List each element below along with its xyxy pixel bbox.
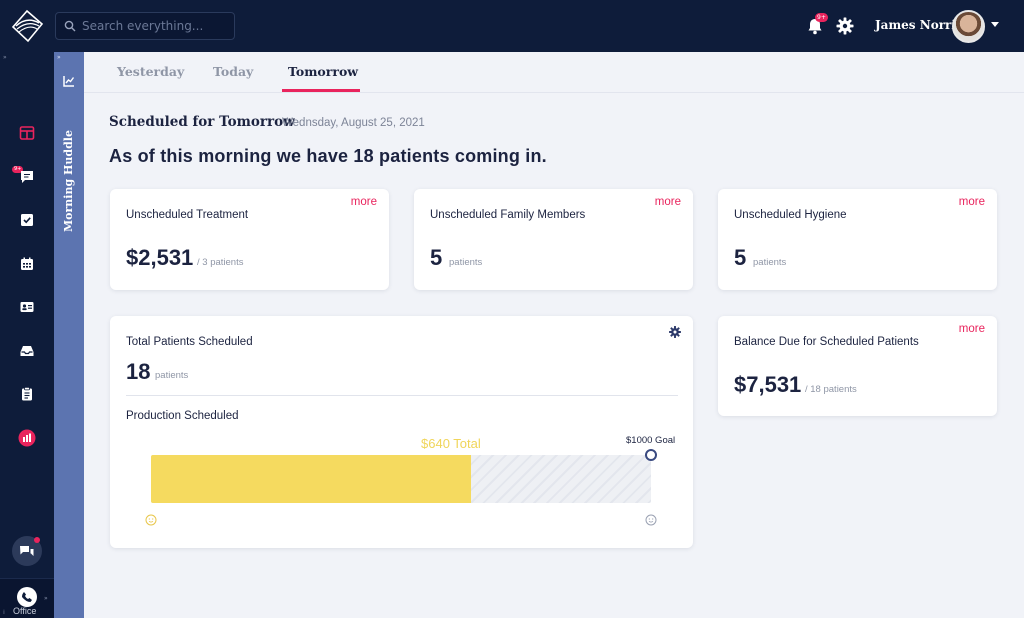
smile-icon [645,514,657,526]
more-link[interactable]: more [350,196,377,208]
phone-icon[interactable] [17,587,37,607]
tab-tomorrow[interactable]: Tomorrow [288,64,359,79]
schedule-date: Wednsday, August 25, 2021 [282,117,425,129]
clipboard-icon[interactable] [17,384,37,404]
production-goal-label: $1000 Goal [626,435,676,446]
card-subvalue: patients [753,257,787,268]
page-title: Scheduled for Tomorrow [109,114,295,130]
more-link[interactable]: more [958,323,985,335]
office-label: Office [13,606,37,616]
card-value: $7,531 [734,372,802,397]
office-status-icon: ⁞ [3,609,5,616]
notification-badge: 9+ [815,13,828,22]
production-progress-fill [151,455,471,503]
unscheduled-family-card: Unscheduled Family Members more 5 patien… [414,189,693,290]
production-title: Production Scheduled [126,410,239,422]
gear-icon[interactable] [835,16,855,36]
card-value: $2,531 [126,245,194,270]
chart-icon [63,76,75,87]
chat-notification-dot [34,537,40,543]
search-box[interactable] [55,12,235,40]
card-subvalue: / 3 patients [197,257,244,268]
huddle-label: Morning Huddle [62,130,75,232]
search-icon [64,20,76,32]
card-subvalue: patients [449,257,483,268]
total-patients-card: Total Patients Scheduled 18 patients Pro… [110,316,693,548]
goal-marker [645,449,657,461]
balance-due-card: more Balance Due for Scheduled Patients … [718,316,997,416]
production-total-label: $640 Total [421,436,481,451]
more-link[interactable]: more [654,196,681,208]
unscheduled-treatment-card: Unscheduled Treatment more $2,531 / 3 pa… [110,189,389,290]
inbox-icon[interactable] [17,341,37,361]
card-title: Unscheduled Treatment [126,209,249,221]
dashboard-icon[interactable] [17,123,37,143]
top-bar: 9+ James Norris [0,0,1024,52]
card-value: 5 [430,245,443,270]
card-value: 18 [126,359,151,384]
expand-office-icon[interactable]: » [44,595,48,602]
tab-today[interactable]: Today [213,64,254,79]
card-value: 5 [734,245,747,270]
calendar-icon[interactable] [17,254,37,274]
analytics-icon[interactable] [17,428,37,448]
summary-headline: As of this morning we have 18 patients c… [109,146,547,166]
expand-huddle-icon[interactable]: » [57,54,61,61]
huddle-panel[interactable]: » Morning Huddle [54,52,84,618]
smile-icon [145,514,157,526]
card-subvalue: / 18 patients [805,384,857,395]
sidebar: » 9+ Office » ⁞ [0,52,54,618]
active-tab-indicator [282,89,360,92]
chevron-down-icon[interactable] [991,22,999,27]
messages-icon[interactable] [17,167,37,187]
avatar[interactable] [952,10,985,43]
card-subvalue: patients [155,370,189,381]
unscheduled-hygiene-card: Unscheduled Hygiene more 5 patients [718,189,997,290]
divider [126,395,678,396]
gear-icon[interactable] [668,325,682,339]
card-title: Balance Due for Scheduled Patients [734,336,919,348]
user-name[interactable]: James Norris [875,18,963,32]
search-input[interactable] [82,19,227,33]
expand-sidebar-icon[interactable]: » [3,54,7,61]
app-logo-icon[interactable] [8,8,46,44]
office-section[interactable]: Office » ⁞ [0,578,54,618]
tab-yesterday[interactable]: Yesterday [117,64,185,79]
checklist-icon[interactable] [17,210,37,230]
more-link[interactable]: more [958,196,985,208]
date-tabs: Yesterday Today Tomorrow [84,52,1024,93]
chat-icon [20,546,34,556]
messages-badge: 9+ [12,166,24,173]
card-title: Total Patients Scheduled [126,336,253,348]
card-title: Unscheduled Hygiene [734,209,847,221]
contact-card-icon[interactable] [17,297,37,317]
card-title: Unscheduled Family Members [430,209,586,221]
